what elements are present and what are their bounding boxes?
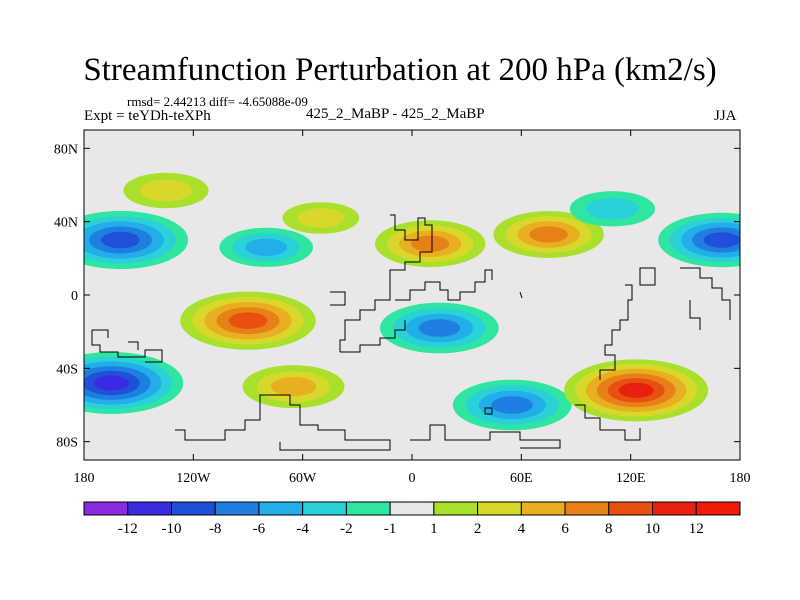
y-tick-label: 40S: [56, 362, 78, 377]
x-tick-label: 60E: [510, 471, 533, 486]
x-tick-label: 0: [409, 471, 416, 486]
anomaly-center: [452, 379, 572, 431]
x-tick-label: 120W: [176, 471, 211, 486]
colorbar-label: 1: [430, 521, 438, 537]
map-content: [84, 130, 740, 460]
colorbar-label: 6: [561, 521, 569, 537]
season-label: JJA: [714, 108, 737, 124]
colorbar-label: -1: [384, 521, 397, 537]
anomaly-center: [242, 365, 345, 409]
anomaly-center: [180, 291, 316, 350]
anomaly-center: [564, 359, 709, 422]
colorbar-label: -6: [253, 521, 266, 537]
contour-level: [418, 319, 461, 337]
chart-title: Streamfunction Perturbation at 200 hPa (…: [83, 52, 717, 88]
contour-level: [411, 235, 450, 252]
coast-segment: [91, 330, 163, 363]
contour-level: [529, 226, 568, 243]
coast-segment: [330, 291, 346, 306]
colorbar-label: -8: [209, 521, 222, 537]
contour-level: [139, 179, 193, 202]
contour-level: [586, 197, 639, 220]
coast-segment: [92, 329, 109, 338]
coastline: [91, 214, 731, 451]
stats-label: rmsd= 2.44213 diff= -4.65088e-09: [127, 94, 308, 109]
colorbar-label: 2: [474, 521, 482, 537]
colorbar-label: -12: [118, 521, 138, 537]
colorbar-swatch: [258, 501, 304, 516]
coast-segment: [340, 320, 406, 353]
colorbar-swatch: [345, 501, 391, 516]
colorbar-swatch: [127, 501, 172, 516]
contour-level: [297, 208, 345, 228]
anomaly-center: [375, 220, 486, 268]
y-tick-label: 0: [71, 289, 78, 304]
contour-level: [491, 396, 533, 414]
colorbar-swatch: [214, 501, 260, 516]
colorbar-swatch: [302, 501, 347, 516]
coast-segment: [639, 267, 656, 286]
axes: 180 120W 60W 0 60E 120E 180 80N 40N 0 40S 80S: [54, 130, 751, 486]
anomaly-center: [658, 212, 740, 268]
colorbar-swatch: [652, 501, 697, 516]
x-tick-label: 180: [730, 471, 751, 486]
colorbar-swatch: [608, 501, 654, 516]
contour-level: [703, 232, 740, 248]
anomaly-center: [84, 210, 189, 270]
coast-segment: [484, 407, 493, 415]
y-tick-label: 80S: [56, 436, 78, 451]
anomaly-center: [569, 191, 656, 227]
case-label: 425_2_MaBP - 425_2_MaBP: [306, 106, 485, 122]
contour-level: [228, 312, 268, 329]
contour-level: [93, 375, 129, 391]
coast-segment: [410, 424, 561, 449]
colorbar-swatch: [170, 501, 216, 516]
anomaly-center: [84, 352, 184, 414]
x-tick-label: 180: [74, 471, 95, 486]
coast-segment: [128, 341, 139, 350]
contour-level: [245, 238, 288, 257]
colorbar-label: -4: [296, 521, 309, 537]
anomaly-center: [379, 302, 499, 354]
anomaly-center: [123, 172, 209, 209]
colorbar: -12 -10 -8 -6 -4 -2 -1 1 2 4 6 8 10 12: [83, 501, 741, 537]
colorbar-label: 4: [518, 521, 526, 537]
colorbar-swatch: [433, 501, 479, 516]
colorbar-label: 10: [645, 521, 660, 537]
anomaly-center: [219, 227, 314, 267]
colorbar-swatch: [389, 501, 435, 516]
coast-segment: [519, 291, 523, 299]
experiment-label: Expt = teYDh-teXPh: [84, 108, 211, 124]
anomaly-center: [493, 211, 604, 258]
colorbar-swatch: [520, 501, 566, 516]
coast-segment: [599, 284, 633, 380]
x-tick-label: 120E: [616, 471, 646, 486]
coast-segment: [575, 404, 641, 441]
colorbar-swatch: [83, 501, 129, 516]
contour-level: [270, 377, 317, 397]
colorbar-swatch: [564, 501, 610, 516]
colorbar-label: -2: [340, 521, 353, 537]
y-tick-label: 40N: [54, 216, 78, 231]
colorbar-swatch: [695, 501, 741, 516]
colorbar-label: 8: [605, 521, 613, 537]
x-tick-label: 60W: [289, 471, 317, 486]
colorbar-label: 12: [689, 521, 704, 537]
coast-segment: [689, 300, 701, 330]
colorbar-label: -10: [161, 521, 181, 537]
y-tick-label: 80N: [54, 142, 78, 157]
coast-segment: [339, 214, 433, 352]
colorbar-swatch: [477, 501, 522, 516]
anomaly-center: [282, 202, 360, 234]
coast-segment: [395, 269, 493, 301]
coast-segment: [680, 267, 731, 320]
contour-level: [618, 382, 654, 398]
coast-segment: [175, 394, 391, 451]
contour-level: [101, 231, 140, 249]
